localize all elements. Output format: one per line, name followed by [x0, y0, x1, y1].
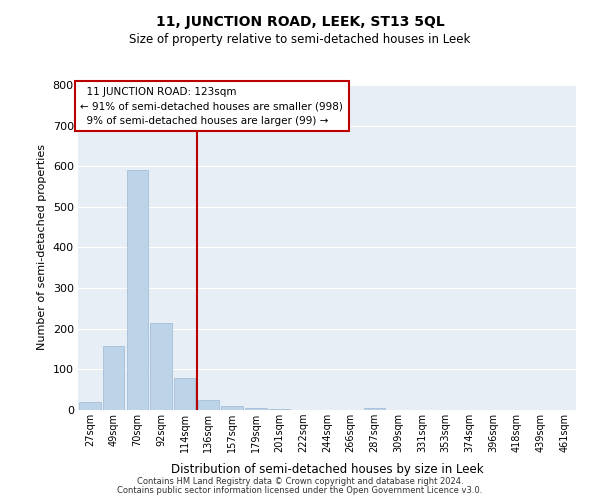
X-axis label: Distribution of semi-detached houses by size in Leek: Distribution of semi-detached houses by … [170, 464, 484, 476]
Text: Size of property relative to semi-detached houses in Leek: Size of property relative to semi-detach… [130, 32, 470, 46]
Bar [269, 409, 290, 410]
Bar [151, 322, 172, 410]
Bar [198, 400, 219, 410]
Bar [245, 408, 266, 410]
Text: Contains public sector information licensed under the Open Government Licence v3: Contains public sector information licen… [118, 486, 482, 495]
Text: 11, JUNCTION ROAD, LEEK, ST13 5QL: 11, JUNCTION ROAD, LEEK, ST13 5QL [155, 15, 445, 29]
Bar [221, 406, 243, 410]
Bar [364, 408, 385, 410]
Text: 11 JUNCTION ROAD: 123sqm
← 91% of semi-detached houses are smaller (998)
  9% of: 11 JUNCTION ROAD: 123sqm ← 91% of semi-d… [80, 86, 343, 126]
Text: Contains HM Land Registry data © Crown copyright and database right 2024.: Contains HM Land Registry data © Crown c… [137, 477, 463, 486]
Bar [127, 170, 148, 410]
Bar [79, 402, 101, 410]
Y-axis label: Number of semi-detached properties: Number of semi-detached properties [37, 144, 47, 350]
Bar [103, 346, 124, 410]
Bar [174, 378, 196, 410]
